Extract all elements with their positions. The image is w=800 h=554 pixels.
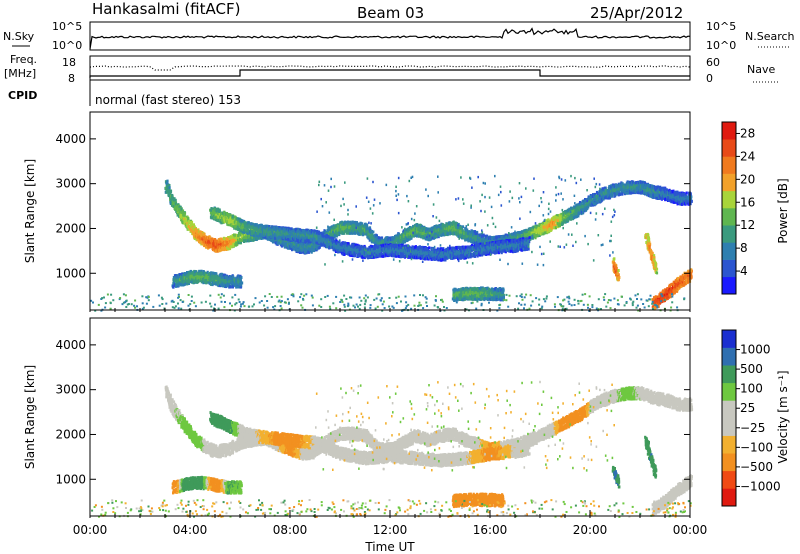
freq-tick-top: 18	[62, 56, 76, 69]
power-scatter	[90, 175, 693, 312]
freq-label-2: [MHz]	[4, 67, 36, 80]
power-cell	[170, 190, 172, 193]
cpid-text: normal (fast stereo) 153	[95, 93, 241, 107]
power-cell	[233, 239, 235, 242]
freq-label-1: Freq.	[10, 53, 37, 66]
nsky-frame	[90, 22, 690, 50]
power-cell	[169, 186, 171, 189]
power-cell	[175, 199, 177, 202]
radar-figure: Hankasalmi (fitACF) Beam 03 25/Apr/2012 …	[0, 0, 800, 554]
nave-tick-top: 60	[706, 56, 720, 69]
nsearch-tick-bottom: 10^0	[706, 39, 736, 52]
nsky-tick-top: 10^5	[52, 20, 82, 33]
station-title: Hankasalmi (fitACF)	[92, 0, 240, 18]
nave-line	[90, 66, 690, 70]
date-title: 25/Apr/2012	[590, 4, 683, 22]
nsky-line	[90, 29, 690, 49]
nsearch-label: N.Search	[745, 30, 795, 43]
power-cell	[180, 211, 182, 214]
beam-title: Beam 03	[357, 4, 424, 22]
nsky-panel: N.Sky 10^5 10^0 10^5 10^0 N.Search	[3, 20, 795, 52]
cpid-row: CPID normal (fast stereo) 153	[8, 80, 241, 107]
freq-line	[90, 70, 690, 78]
nsearch-tick-top: 10^5	[706, 20, 736, 33]
cpid-label: CPID	[8, 89, 37, 102]
nave-label: Nave	[747, 63, 775, 76]
freq-panel: Freq. [MHz] 18 8 60 0 Nave	[4, 53, 778, 85]
nsky-label: N.Sky	[3, 30, 35, 43]
nsky-tick-bottom: 10^0	[52, 39, 82, 52]
freq-tick-bottom: 8	[68, 72, 75, 85]
nave-tick-bottom: 0	[706, 72, 713, 85]
